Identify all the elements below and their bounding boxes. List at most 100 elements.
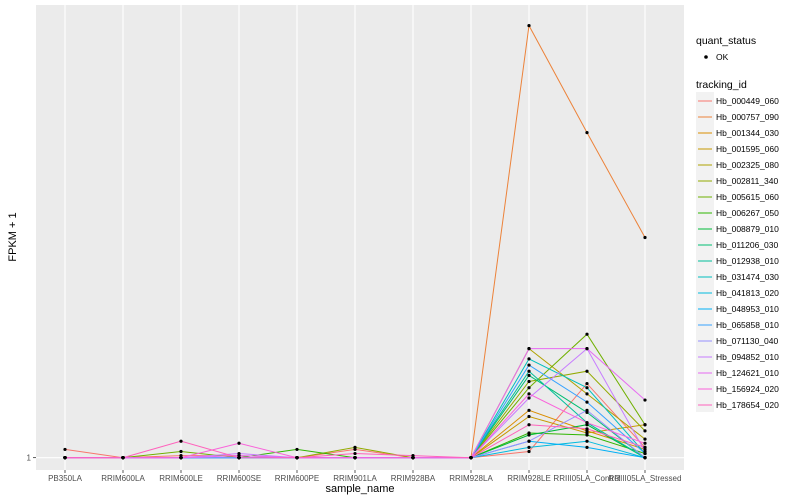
x-axis-title: sample_name	[325, 483, 394, 495]
legend-label: Hb_000449_060	[716, 96, 779, 106]
legend-key	[696, 220, 714, 236]
data-point	[585, 400, 589, 404]
legend-key	[696, 316, 714, 332]
legend-entry: Hb_065858_010	[696, 316, 779, 332]
data-point	[527, 373, 531, 377]
legend-key	[696, 188, 714, 204]
legend-entry: Hb_011206_030	[696, 236, 779, 252]
legend-label: Hb_011206_030	[716, 240, 779, 250]
legend-entry: Hb_178654_020	[696, 396, 779, 412]
data-point	[179, 449, 183, 454]
data-point	[585, 408, 589, 412]
data-point	[527, 386, 531, 390]
legend-label: Hb_002811_340	[716, 176, 779, 186]
data-point	[63, 447, 67, 452]
legend-tracking-id-title: tracking_id	[696, 79, 747, 91]
x-tick-label: RRIM600SE	[217, 474, 261, 483]
data-point	[585, 427, 589, 431]
legend-entry: Hb_041813_020	[696, 284, 779, 300]
legend-key	[696, 380, 714, 396]
data-point	[295, 447, 299, 452]
legend-label: Hb_006267_050	[716, 208, 779, 218]
legend-entry: Hb_000757_090	[696, 108, 779, 124]
legend-label: Hb_041813_020	[716, 288, 779, 298]
legend-label: Hb_000757_090	[716, 112, 779, 122]
data-point	[585, 130, 589, 135]
data-point	[295, 456, 299, 460]
data-point	[585, 332, 589, 336]
legend-key	[696, 236, 714, 252]
legend-label: Hb_031474_030	[716, 272, 779, 282]
data-point	[527, 449, 531, 454]
legend-label: Hb_094852_010	[716, 352, 779, 362]
data-point	[585, 386, 589, 390]
legend-label: Hb_065858_010	[716, 320, 779, 330]
data-point	[527, 23, 531, 28]
data-point	[469, 456, 473, 460]
data-point	[63, 456, 67, 460]
legend-entry: Hb_012938_010	[696, 252, 779, 268]
legend-label: Hb_048953_010	[716, 304, 779, 314]
legend-key	[696, 124, 714, 140]
data-point	[585, 381, 589, 386]
data-point	[643, 235, 647, 240]
legend-label: Hb_178654_020	[716, 400, 779, 410]
legend-entry: Hb_002325_080	[696, 156, 779, 172]
data-point	[179, 439, 183, 443]
legend: quant_status OK tracking_id Hb_000449_06…	[696, 35, 779, 412]
legend-label: Hb_071130_040	[716, 336, 779, 346]
y-axis-title: FPKM + 1	[7, 212, 19, 261]
legend-key	[696, 156, 714, 172]
data-point	[643, 445, 647, 449]
data-point	[643, 456, 647, 460]
legend-label: Hb_008879_010	[716, 224, 779, 234]
legend-entry: Hb_094852_010	[696, 348, 779, 364]
legend-entry: Hb_156924_020	[696, 380, 779, 396]
legend-entry: Hb_031474_030	[696, 268, 779, 284]
legend-label: Hb_005615_060	[716, 192, 779, 202]
x-tick-label: RRIM928LA	[449, 474, 493, 483]
y-tick-label: 1	[27, 454, 32, 463]
data-point	[527, 396, 531, 400]
plot-panel	[36, 5, 684, 470]
legend-key	[696, 92, 714, 108]
data-point	[353, 451, 357, 456]
data-point	[585, 392, 589, 396]
legend-key	[696, 252, 714, 268]
data-point	[527, 357, 531, 361]
data-point	[585, 439, 589, 443]
x-tick-label: PB350LA	[48, 474, 82, 483]
data-point	[179, 456, 183, 460]
data-point	[527, 423, 531, 427]
data-point	[527, 369, 531, 373]
x-tick-label: RRIM928BA	[391, 474, 436, 483]
legend-entry: Hb_001344_030	[696, 124, 779, 140]
legend-label: Hb_156924_020	[716, 384, 779, 394]
legend-entry: Hb_000449_060	[696, 92, 779, 108]
legend-quant-status-label: OK	[716, 52, 729, 62]
series-points	[63, 23, 647, 460]
data-point	[527, 439, 531, 443]
legend-key	[696, 396, 714, 412]
legend-label: Hb_001595_060	[716, 144, 779, 154]
data-point	[353, 445, 357, 449]
data-point	[585, 369, 589, 373]
x-tick-label: RRIII05LA_Stressed	[609, 474, 682, 483]
legend-key	[696, 364, 714, 380]
legend-label: Hb_002325_080	[716, 160, 779, 170]
data-point	[643, 437, 647, 441]
data-point	[237, 456, 241, 460]
data-point	[353, 456, 357, 460]
data-point	[643, 398, 647, 402]
data-point	[527, 347, 531, 351]
data-point	[527, 414, 531, 419]
legend-key	[696, 268, 714, 284]
data-point	[237, 441, 241, 445]
axes: PB350LA RRIM600LA RRIM600LE RRIM600SE RRIM60…	[27, 454, 682, 483]
legend-entry: Hb_005615_060	[696, 188, 779, 204]
data-point	[527, 392, 531, 396]
legend-entry: Hb_002811_340	[696, 172, 779, 188]
data-point	[643, 449, 647, 454]
legend-key	[696, 284, 714, 300]
